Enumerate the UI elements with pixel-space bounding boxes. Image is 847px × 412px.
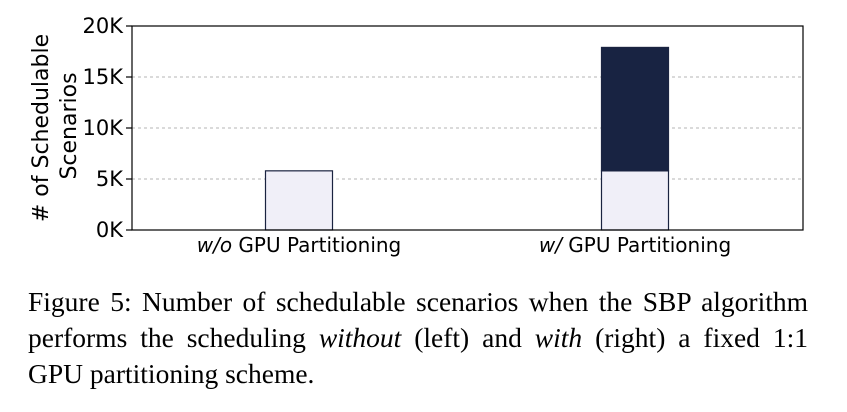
x-category-label: w/o GPU Partitioning: [197, 233, 402, 257]
y-axis-label-line2: Scenarios: [57, 72, 82, 179]
bar-segment: [600, 170, 670, 231]
grid-lines: [132, 76, 803, 180]
bar-segment: [600, 46, 670, 172]
x-category-label: w/ GPU Partitioning: [539, 233, 731, 257]
y-tick-label: 10K: [83, 116, 125, 140]
bar-segment: [264, 170, 334, 231]
y-axis-label-line1: # of Schedulable: [29, 34, 54, 222]
bars: [264, 46, 670, 231]
y-tick-label: 20K: [83, 14, 125, 38]
x-axis: w/o GPU Partitioning w/ GPU Partitioning: [197, 233, 731, 257]
caption-part3: (right) a fixed 1:1 GPU partitioning sch…: [28, 322, 809, 389]
caption-emphasis-with: with: [534, 322, 583, 353]
y-tick-label: 15K: [83, 65, 125, 89]
caption-emphasis-without: without: [318, 322, 402, 353]
bar-chart: 0K 5K 10K 15K 20K w/o GPU Partitioning w/ GPU…: [29, 14, 804, 257]
caption-part1: Figure 5: Number of schedulable scenario…: [28, 286, 808, 353]
y-axis: 0K 5K 10K 15K 20K: [83, 14, 132, 242]
y-tick-label: 0K: [96, 218, 124, 242]
y-tick-label: 5K: [96, 167, 124, 191]
caption-part2: (left) and: [401, 322, 535, 353]
figure-caption: Figure 5: Number of schedulable scenario…: [28, 284, 808, 392]
